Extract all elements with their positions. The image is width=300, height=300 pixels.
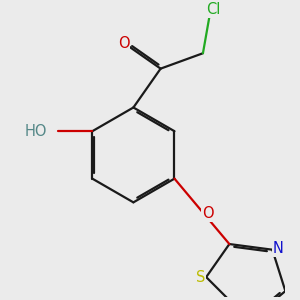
Text: N: N — [273, 241, 283, 256]
Text: HO: HO — [25, 124, 47, 139]
Text: O: O — [202, 206, 213, 221]
Text: Cl: Cl — [207, 2, 221, 17]
Text: S: S — [196, 270, 205, 285]
Text: O: O — [118, 36, 130, 51]
